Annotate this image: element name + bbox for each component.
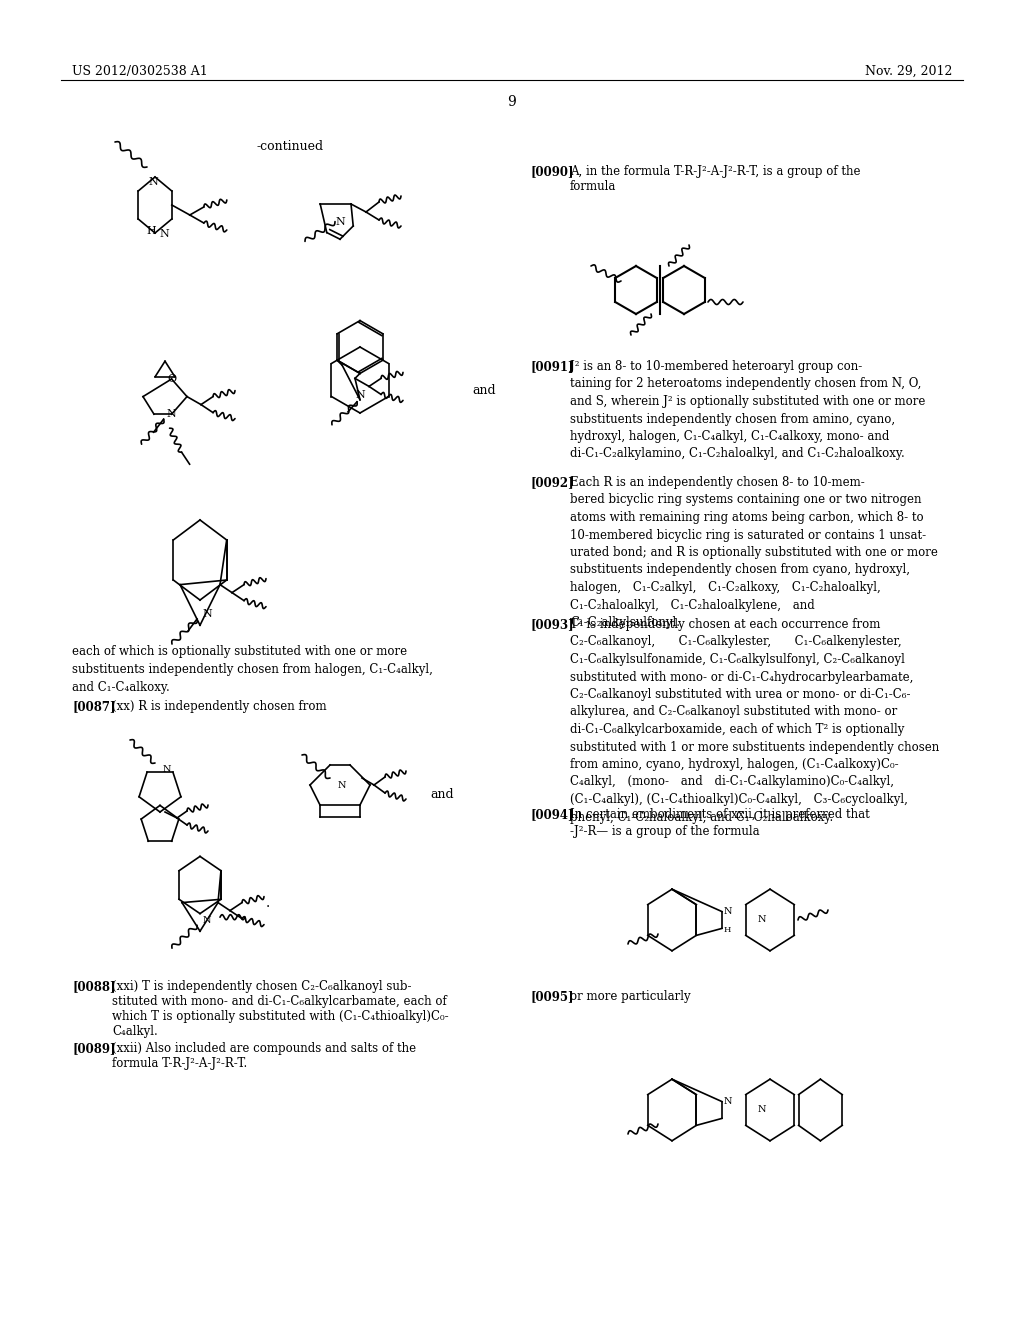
Text: [0095]: [0095]: [530, 990, 573, 1003]
Text: A, in the formula T-R-J²-A-J²-R-T, is a group of the: A, in the formula T-R-J²-A-J²-R-T, is a …: [570, 165, 860, 178]
Text: and: and: [472, 384, 496, 396]
Text: N: N: [724, 907, 732, 916]
Text: N: N: [167, 409, 176, 420]
Text: formula T-R-J²-A-J²-R-T.: formula T-R-J²-A-J²-R-T.: [112, 1057, 247, 1071]
Text: O: O: [167, 374, 176, 384]
Text: N: N: [163, 766, 171, 774]
Text: (xx) R is independently chosen from: (xx) R is independently chosen from: [112, 700, 327, 713]
Text: (xxii) Also included are compounds and salts of the: (xxii) Also included are compounds and s…: [112, 1041, 416, 1055]
Text: [0090]: [0090]: [530, 165, 573, 178]
Text: or more particularly: or more particularly: [570, 990, 690, 1003]
Text: [0087]: [0087]: [72, 700, 116, 713]
Text: H: H: [724, 927, 731, 935]
Text: [0093]: [0093]: [530, 618, 573, 631]
Text: N: N: [202, 609, 212, 619]
Text: N: N: [148, 177, 158, 187]
Text: T² is independently chosen at each occurrence from
C₂-C₆alkanoyl,  C₁-C₆alkylest: T² is independently chosen at each occur…: [570, 618, 939, 824]
Text: J² is an 8- to 10-membered heteroaryl group con-
taining for 2 heteroatoms indep: J² is an 8- to 10-membered heteroaryl gr…: [570, 360, 926, 461]
Text: which T is optionally substituted with (C₁-C₄thioalkyl)C₀-: which T is optionally substituted with (…: [112, 1010, 449, 1023]
Text: stituted with mono- and di-C₁-C₆alkylcarbamate, each of: stituted with mono- and di-C₁-C₆alkylcar…: [112, 995, 446, 1008]
Text: In certain embodiments of xxii, it is preferred that
-J²-R— is a group of the fo: In certain embodiments of xxii, it is pr…: [570, 808, 869, 838]
Text: [0094]: [0094]: [530, 808, 573, 821]
Text: Each R is an independently chosen 8- to 10-mem-
bered bicyclic ring systems cont: Each R is an independently chosen 8- to …: [570, 477, 938, 630]
Text: N: N: [355, 389, 365, 400]
Text: US 2012/0302538 A1: US 2012/0302538 A1: [72, 65, 208, 78]
Text: formula: formula: [570, 180, 616, 193]
Text: N: N: [724, 1097, 732, 1106]
Text: N: N: [335, 216, 345, 227]
Text: Nov. 29, 2012: Nov. 29, 2012: [864, 65, 952, 78]
Text: (xxi) T is independently chosen C₂-C₆alkanoyl sub-: (xxi) T is independently chosen C₂-C₆alk…: [112, 979, 412, 993]
Text: [0092]: [0092]: [530, 477, 573, 488]
Text: N: N: [203, 916, 212, 925]
Text: .: .: [266, 895, 270, 909]
Text: each of which is optionally substituted with one or more
substituents independen: each of which is optionally substituted …: [72, 645, 433, 694]
Text: C₄alkyl.: C₄alkyl.: [112, 1026, 158, 1038]
Text: [0089]: [0089]: [72, 1041, 116, 1055]
Text: N: N: [338, 780, 346, 789]
Text: -continued: -continued: [256, 140, 324, 153]
Text: and: and: [430, 788, 454, 801]
Text: [0091]: [0091]: [530, 360, 573, 374]
Text: 9: 9: [508, 95, 516, 110]
Text: N: N: [758, 916, 766, 924]
Text: N: N: [758, 1106, 766, 1114]
Text: N: N: [159, 230, 169, 239]
Text: H: H: [146, 226, 156, 236]
Text: [0088]: [0088]: [72, 979, 116, 993]
